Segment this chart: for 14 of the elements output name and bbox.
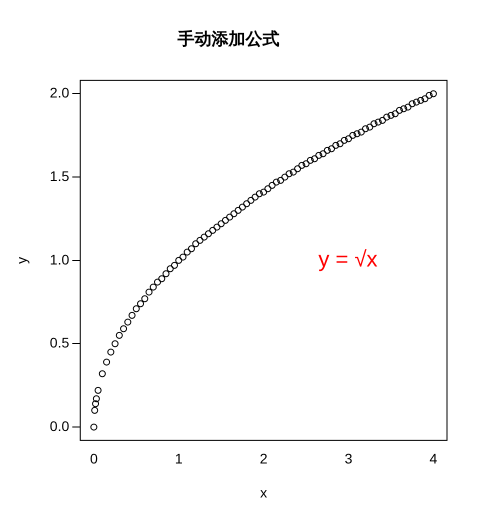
y-tick-label: 0.5 — [50, 334, 70, 351]
y-tick-label: 1.5 — [50, 168, 70, 184]
chart-title: 手动添加公式 — [176, 30, 280, 50]
y-tick-label: 0.0 — [50, 418, 70, 434]
x-tick-label: 2 — [260, 450, 268, 467]
x-tick-label: 3 — [344, 450, 353, 467]
annotation: y = √x — [318, 246, 378, 272]
x-tick-label: 0 — [90, 450, 98, 467]
x-tick-label: 4 — [430, 450, 438, 467]
y-tick-label: 2.0 — [50, 84, 70, 101]
y-axis-title: y — [13, 256, 30, 264]
y-tick-label: 1.0 — [50, 251, 70, 268]
x-axis-title: x — [260, 484, 268, 500]
x-tick-label: 1 — [174, 450, 183, 467]
